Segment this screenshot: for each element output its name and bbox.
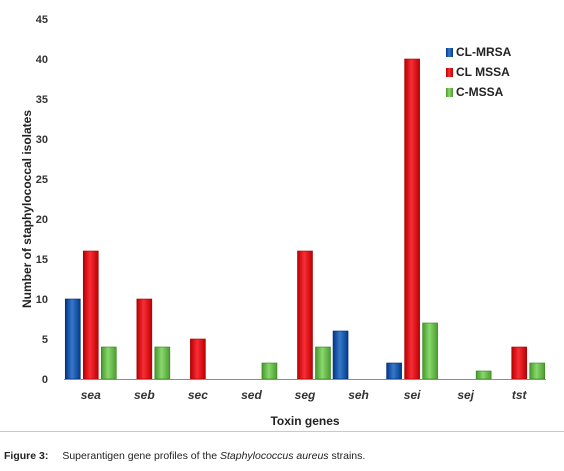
y-tick-label: 25 bbox=[36, 174, 48, 186]
y-tick-label: 35 bbox=[36, 94, 48, 106]
bar-c-mssa-sej bbox=[475, 370, 492, 380]
bar-cl-mssa-sei bbox=[404, 58, 420, 380]
y-tick-label: 40 bbox=[36, 54, 48, 66]
y-tick-label: 0 bbox=[42, 374, 48, 386]
x-axis-categories: sea seb sec sed seg seh sei sej tst bbox=[81, 388, 528, 402]
bar-cl-mssa-seg bbox=[297, 250, 313, 380]
bar-c-mssa-sei bbox=[422, 322, 438, 380]
y-tick-label: 20 bbox=[36, 214, 48, 226]
legend-label-cl-mssa: CL MSSA bbox=[456, 65, 510, 79]
caption-text-before: Superantigen gene profiles of the bbox=[62, 450, 220, 462]
legend-swatch-c-mssa bbox=[446, 88, 453, 97]
bar-c-mssa-sed bbox=[261, 362, 278, 380]
x-tick-label-tst: tst bbox=[512, 388, 528, 402]
x-tick-label-seg: seg bbox=[295, 388, 316, 402]
legend-label-cl-mrsa: CL-MRSA bbox=[456, 45, 512, 59]
bar-c-mssa-seb bbox=[154, 346, 171, 380]
bar-cl-mrsa-sea bbox=[64, 298, 81, 380]
caption-species: Staphylococcus aureus bbox=[219, 450, 329, 462]
bar-c-mssa-sea bbox=[100, 346, 117, 380]
x-axis-title: Toxin genes bbox=[270, 414, 339, 428]
y-tick-label: 15 bbox=[36, 254, 48, 266]
y-axis-title: Number of staphylococcal isolates bbox=[20, 110, 34, 308]
bar-cl-mssa-sec bbox=[190, 338, 206, 380]
bar-cl-mssa-sea bbox=[82, 250, 99, 380]
x-tick-label-sec: sec bbox=[188, 388, 208, 402]
bar-c-mssa-seg bbox=[315, 346, 331, 380]
legend: CL-MRSA CL MSSA C-MSSA bbox=[446, 45, 512, 99]
legend-label-c-mssa: C-MSSA bbox=[456, 85, 504, 99]
x-tick-label-seh: seh bbox=[348, 388, 369, 402]
chart-frame: 0 5 10 15 20 25 30 35 40 45 sea seb sec sed seg seh sei… bbox=[0, 14, 564, 432]
legend-swatch-cl-mrsa bbox=[446, 48, 453, 57]
bar-cl-mrsa-sei bbox=[386, 362, 402, 380]
x-tick-label-sei: sei bbox=[404, 388, 421, 402]
y-tick-label: 45 bbox=[36, 14, 48, 26]
y-tick-label: 5 bbox=[42, 334, 48, 346]
y-tick-label: 30 bbox=[36, 134, 48, 146]
x-tick-label-sea: sea bbox=[81, 388, 101, 402]
bar-cl-mssa-tst bbox=[511, 346, 528, 380]
bar-chart: 0 5 10 15 20 25 30 35 40 45 sea seb sec sed seg seh sei… bbox=[20, 14, 546, 428]
bar-c-mssa-tst bbox=[529, 362, 546, 380]
bars bbox=[64, 58, 546, 380]
bar-cl-mrsa-seh bbox=[332, 330, 349, 380]
y-axis-ticks: 0 5 10 15 20 25 30 35 40 45 bbox=[36, 14, 48, 386]
figure-label: Figure 3: bbox=[4, 450, 49, 462]
figure-caption: Figure 3: Superantigen gene profiles of t… bbox=[4, 450, 365, 462]
caption-text-after: strains. bbox=[328, 450, 366, 462]
x-tick-label-seb: seb bbox=[134, 388, 155, 402]
legend-swatch-cl-mssa bbox=[446, 68, 453, 77]
x-tick-label-sed: sed bbox=[241, 388, 262, 402]
bar-cl-mssa-seb bbox=[136, 298, 153, 380]
x-tick-label-sej: sej bbox=[457, 388, 474, 402]
y-tick-label: 10 bbox=[36, 294, 48, 306]
